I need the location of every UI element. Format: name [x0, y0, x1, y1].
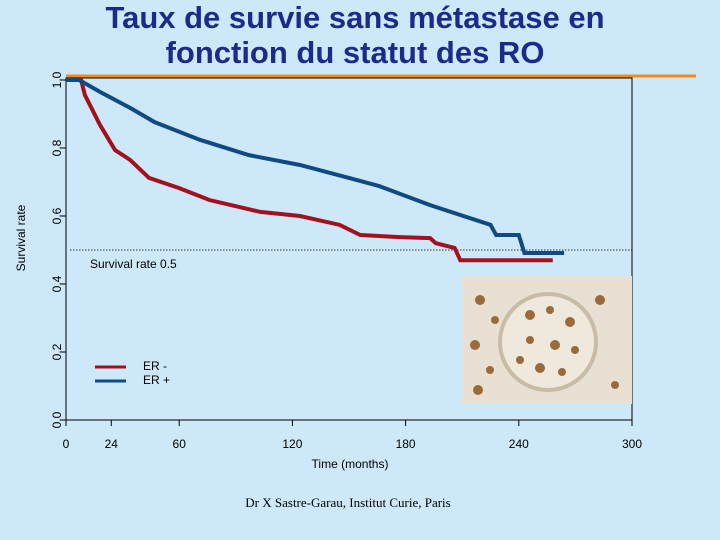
survival-curve: [66, 78, 553, 263]
legend-label: ER +: [143, 373, 170, 387]
y-tick-label: 0.4: [50, 275, 64, 292]
legend-label: ER -: [143, 359, 167, 373]
source: Dr X Sastre-Garau, Institut Curie, Paris: [245, 495, 450, 510]
y-tick-label: 0.0: [50, 411, 64, 428]
annotation: Survival rate 0.5: [90, 257, 177, 271]
x-tick-label: 120: [282, 437, 302, 451]
x-tick-label: 300: [622, 437, 642, 451]
x-tick-label: 24: [105, 437, 119, 451]
y-tick-label: 1.0: [50, 71, 64, 88]
x-tick-label: 60: [173, 437, 187, 451]
chart-title: Taux de survie sans métastase en: [105, 0, 604, 35]
y-tick-label: 0.8: [50, 139, 64, 156]
survival-curve: [66, 78, 565, 256]
x-tick-label: 240: [509, 437, 529, 451]
x-tick-label: 180: [396, 437, 416, 451]
y-axis-label: Survival rate: [14, 204, 28, 271]
y-tick-label: 0.2: [50, 343, 64, 360]
y-tick-label: 0.6: [50, 207, 64, 224]
histology-image: [462, 276, 632, 404]
x-tick-label: 0: [63, 437, 70, 451]
x-axis-label: Time (months): [312, 457, 389, 471]
chart-title: fonction du statut des RO: [166, 35, 545, 70]
plot-frame: [65, 77, 633, 421]
